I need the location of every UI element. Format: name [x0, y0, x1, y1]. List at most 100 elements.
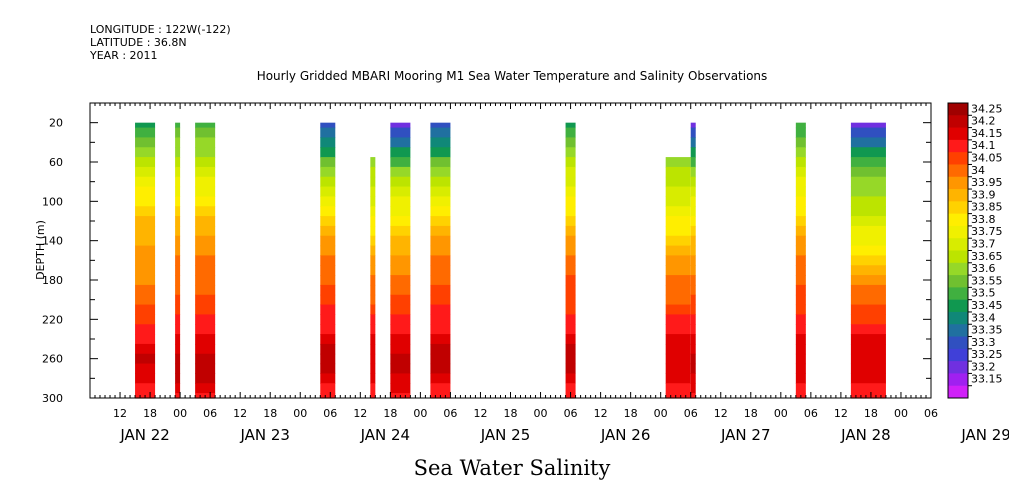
data-cell-col0 [135, 206, 156, 217]
data-cell-col8 [665, 206, 691, 217]
data-cell-col7 [565, 334, 576, 345]
data-cell-col4 [370, 166, 376, 178]
data-cell-col5 [390, 216, 411, 227]
data-cell-col6 [430, 186, 451, 198]
data-cell-col11 [850, 245, 886, 257]
colorbar-label: 33.5 [971, 287, 996, 300]
data-cell-col2 [195, 147, 216, 158]
data-cell-col4 [370, 393, 376, 399]
chart-title: Hourly Gridded MBARI Mooring M1 Sea Wate… [257, 69, 768, 83]
data-cell-col5 [390, 176, 411, 188]
data-cell-col5 [390, 122, 411, 129]
data-cell-col6 [430, 157, 451, 168]
colorbar-swatch [948, 225, 968, 239]
colorbar-swatch [948, 385, 968, 399]
colorbar-label: 34.15 [971, 127, 1003, 140]
data-cell-col7 [565, 304, 576, 316]
data-cell-col4 [370, 275, 376, 286]
data-cell-col0 [135, 147, 156, 158]
data-cell-col3 [320, 127, 336, 139]
x-date-label: JAN 22 [119, 426, 170, 444]
colorbar-swatch [948, 115, 968, 129]
data-cell-col4 [370, 216, 376, 227]
data-cell-col9 [690, 304, 696, 316]
data-cell-col5 [390, 304, 411, 316]
data-cell-col5 [390, 186, 411, 198]
data-cell-col1 [175, 363, 181, 375]
data-cell-col6 [430, 255, 451, 266]
data-cell-col0 [135, 383, 156, 394]
data-cell-col5 [390, 353, 411, 365]
x-axis-label: Sea Water Salinity [414, 456, 611, 480]
data-cell-col2 [195, 353, 216, 365]
data-cell-col8 [665, 275, 691, 286]
x-date-label: JAN 28 [840, 426, 891, 444]
data-cell-col6 [430, 122, 451, 129]
data-cell-col9 [690, 275, 696, 286]
data-cell-col2 [195, 225, 216, 237]
data-cell-col3 [320, 157, 336, 168]
data-cell-col10 [795, 383, 806, 394]
data-cell-col0 [135, 196, 156, 207]
data-cell-col4 [370, 363, 376, 375]
data-cell-col10 [795, 324, 806, 335]
colorbar-swatch [948, 287, 968, 301]
data-cell-col8 [665, 216, 691, 227]
data-cell-col7 [565, 147, 576, 158]
colorbar-label: 33.65 [971, 250, 1003, 263]
x-tick-label: 00 [534, 407, 548, 420]
colorbar-swatch [948, 361, 968, 374]
data-cell-col10 [795, 225, 806, 237]
x-tick-label: 06 [684, 407, 698, 420]
data-cell-col11 [850, 137, 886, 148]
data-cell-col11 [850, 343, 886, 355]
x-tick-label: 12 [594, 407, 608, 420]
data-cell-col9 [690, 176, 696, 188]
data-cell-col0 [135, 235, 156, 247]
data-cell-col9 [690, 225, 696, 237]
colorbar-label: 34.25 [971, 102, 1003, 115]
y-tick-label: 60 [49, 156, 63, 169]
data-cell-col1 [175, 137, 181, 148]
data-cell-col8 [665, 363, 691, 375]
data-cell-col6 [430, 284, 451, 296]
data-cell-col2 [195, 275, 216, 286]
data-cell-col2 [195, 294, 216, 306]
data-cell-col0 [135, 186, 156, 198]
data-cell-col2 [195, 122, 216, 129]
data-cell-col7 [565, 186, 576, 198]
data-cell-col5 [390, 137, 411, 148]
data-cell-col5 [390, 225, 411, 237]
data-cell-col8 [665, 186, 691, 198]
data-cell-col2 [195, 363, 216, 375]
data-cell-col0 [135, 353, 156, 365]
colorbar-label: 33.9 [971, 188, 996, 201]
data-cell-col9 [690, 294, 696, 306]
data-cell-col5 [390, 196, 411, 207]
colorbar-label: 33.35 [971, 324, 1003, 337]
data-cell-col3 [320, 122, 336, 129]
data-cell-col2 [195, 324, 216, 335]
colorbar-swatch [948, 250, 968, 264]
data-cell-col2 [195, 334, 216, 345]
data-cell-col2 [195, 383, 216, 394]
data-cell-col3 [320, 363, 336, 375]
data-cell-col7 [565, 373, 576, 384]
data-cell-col10 [795, 275, 806, 286]
colorbar-swatch [948, 348, 968, 362]
data-cell-col11 [850, 147, 886, 158]
data-cell-col1 [175, 314, 181, 325]
data-cell-col7 [565, 265, 576, 276]
x-date-label: JAN 26 [600, 426, 651, 444]
data-cell-col0 [135, 255, 156, 266]
x-tick-label: 06 [443, 407, 457, 420]
data-cell-col0 [135, 275, 156, 286]
data-cell-col5 [390, 147, 411, 158]
data-cell-col6 [430, 176, 451, 188]
x-tick-label: 12 [473, 407, 487, 420]
data-cell-col0 [135, 166, 156, 178]
data-cell-col1 [175, 275, 181, 286]
data-cell-col10 [795, 353, 806, 365]
data-cell-col2 [195, 127, 216, 139]
data-cell-col2 [195, 245, 216, 257]
